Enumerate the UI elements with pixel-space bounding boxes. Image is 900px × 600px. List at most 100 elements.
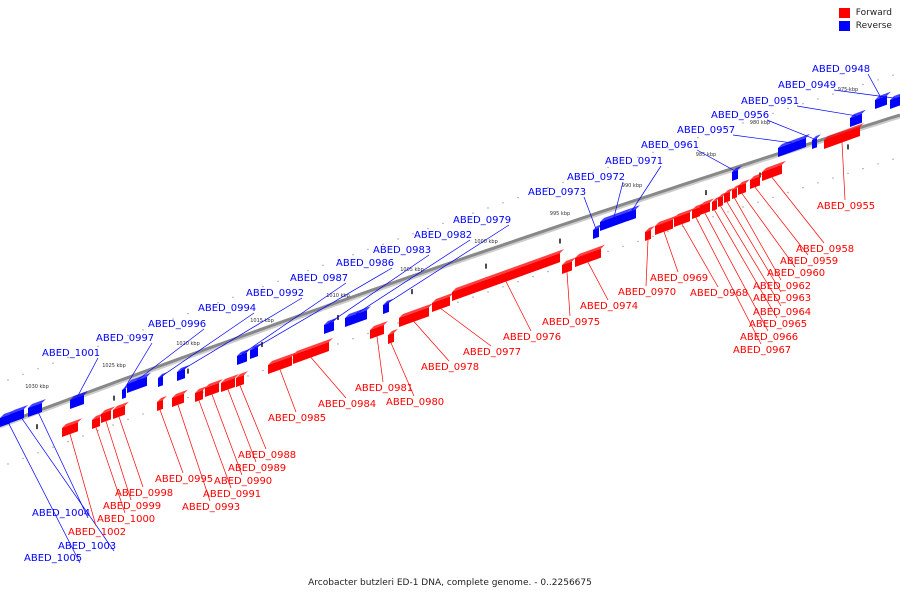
reverse-gene-feature[interactable]	[778, 137, 806, 157]
gene-label[interactable]: ABED_0998	[115, 488, 173, 499]
forward-gene-feature[interactable]	[575, 248, 601, 267]
gene-label[interactable]: ABED_0970	[618, 287, 676, 298]
reverse-gene-feature[interactable]	[0, 414, 10, 427]
gene-label[interactable]: ABED_0962	[753, 281, 811, 292]
gene-label[interactable]: ABED_1005	[24, 553, 82, 564]
forward-gene-feature[interactable]	[388, 332, 394, 344]
forward-gene-feature[interactable]	[293, 342, 329, 364]
gene-label[interactable]: ABED_0956	[711, 110, 769, 121]
forward-gene-feature[interactable]	[824, 127, 860, 149]
gene-label[interactable]: ABED_0977	[463, 347, 521, 358]
gene-label[interactable]: ABED_0973	[528, 187, 586, 198]
forward-gene-feature[interactable]	[92, 417, 100, 429]
forward-gene-feature[interactable]	[157, 399, 163, 411]
gene-label[interactable]: ABED_0992	[246, 288, 304, 299]
gene-label[interactable]: ABED_0961	[641, 140, 699, 151]
forward-gene-feature[interactable]	[370, 324, 384, 339]
gene-label[interactable]: ABED_0974	[580, 301, 638, 312]
forward-gene-feature[interactable]	[674, 212, 690, 227]
gene-label[interactable]: ABED_0985	[268, 413, 326, 424]
gene-label[interactable]: ABED_0967	[733, 345, 791, 356]
gene-label[interactable]: ABED_1003	[58, 541, 116, 552]
reverse-gene-feature[interactable]	[383, 302, 389, 314]
gene-label[interactable]: ABED_0988	[238, 450, 296, 461]
reverse-gene-feature[interactable]	[122, 388, 126, 399]
gene-label[interactable]: ABED_0995	[155, 474, 213, 485]
gene-label[interactable]: ABED_0960	[767, 268, 825, 279]
gene-label[interactable]: ABED_0999	[103, 501, 161, 512]
forward-gene-feature[interactable]	[692, 207, 700, 219]
reverse-gene-feature[interactable]	[850, 113, 862, 127]
reverse-gene-feature[interactable]	[890, 96, 900, 109]
gene-label[interactable]: ABED_0986	[336, 258, 394, 269]
gene-label[interactable]: ABED_0982	[414, 230, 472, 241]
gene-label[interactable]: ABED_0987	[290, 273, 348, 284]
reverse-gene-feature[interactable]	[732, 169, 738, 181]
gene-label[interactable]: ABED_0966	[740, 332, 798, 343]
reverse-gene-feature[interactable]	[345, 310, 367, 327]
gene-label[interactable]: ABED_0948	[812, 64, 870, 75]
gene-label[interactable]: ABED_0980	[386, 397, 444, 408]
forward-gene-feature[interactable]	[562, 261, 572, 274]
reverse-gene-feature[interactable]	[127, 376, 147, 393]
reverse-gene-feature[interactable]	[70, 394, 84, 409]
gene-label[interactable]: ABED_0997	[96, 333, 154, 344]
forward-gene-feature[interactable]	[205, 382, 219, 397]
gene-label[interactable]: ABED_0972	[567, 172, 625, 183]
reverse-gene-feature[interactable]	[875, 95, 887, 109]
forward-gene-feature[interactable]	[62, 422, 78, 437]
forward-gene-feature[interactable]	[452, 253, 560, 301]
gene-label[interactable]: ABED_0958	[796, 244, 854, 255]
forward-gene-feature[interactable]	[712, 200, 717, 211]
gene-label[interactable]: ABED_0994	[198, 303, 256, 314]
forward-gene-feature[interactable]	[750, 176, 760, 189]
reverse-gene-feature[interactable]	[237, 352, 247, 365]
gene-label[interactable]: ABED_0979	[453, 215, 511, 226]
gene-label[interactable]: ABED_0955	[817, 201, 875, 212]
gene-label[interactable]: ABED_1000	[97, 514, 155, 525]
gene-label[interactable]: ABED_0964	[753, 307, 811, 318]
reverse-gene-feature[interactable]	[28, 402, 42, 417]
reverse-gene-feature[interactable]	[812, 138, 817, 149]
gene-label[interactable]: ABED_0990	[214, 476, 272, 487]
gene-label[interactable]: ABED_0996	[148, 319, 206, 330]
forward-gene-feature[interactable]	[718, 196, 723, 207]
gene-label[interactable]: ABED_0978	[421, 362, 479, 373]
forward-gene-feature[interactable]	[236, 375, 244, 387]
forward-gene-feature[interactable]	[655, 219, 673, 235]
reverse-gene-feature[interactable]	[10, 408, 24, 423]
gene-label[interactable]: ABED_0963	[753, 293, 811, 304]
forward-gene-feature[interactable]	[172, 393, 184, 407]
gene-label[interactable]: ABED_0971	[605, 156, 663, 167]
forward-gene-feature[interactable]	[268, 356, 292, 374]
forward-gene-feature[interactable]	[724, 191, 730, 203]
reverse-gene-feature[interactable]	[593, 227, 599, 239]
forward-gene-feature[interactable]	[101, 410, 111, 423]
gene-label[interactable]: ABED_0975	[542, 317, 600, 328]
gene-label[interactable]: ABED_1002	[68, 527, 126, 538]
reverse-gene-feature[interactable]	[177, 369, 185, 381]
reverse-gene-feature[interactable]	[628, 209, 636, 221]
gene-label[interactable]: ABED_0957	[677, 125, 735, 136]
gene-label[interactable]: ABED_0949	[778, 80, 836, 91]
forward-gene-feature[interactable]	[195, 390, 203, 402]
reverse-gene-feature[interactable]	[324, 321, 334, 334]
gene-label[interactable]: ABED_0991	[203, 489, 261, 500]
gene-label[interactable]: ABED_0989	[228, 463, 286, 474]
gene-label[interactable]: ABED_0981	[355, 383, 413, 394]
gene-label[interactable]: ABED_0968	[690, 288, 748, 299]
gene-label[interactable]: ABED_0993	[182, 502, 240, 513]
gene-label[interactable]: ABED_1001	[42, 348, 100, 359]
reverse-gene-feature[interactable]	[158, 376, 163, 387]
gene-label[interactable]: ABED_1004	[32, 508, 90, 519]
forward-gene-feature[interactable]	[762, 164, 782, 181]
gene-label[interactable]: ABED_0965	[749, 319, 807, 330]
gene-label[interactable]: ABED_0969	[650, 273, 708, 284]
forward-gene-feature[interactable]	[732, 188, 737, 199]
gene-label[interactable]: ABED_0951	[741, 96, 799, 107]
gene-label[interactable]: ABED_0976	[503, 332, 561, 343]
reverse-gene-feature[interactable]	[250, 347, 258, 359]
forward-gene-feature[interactable]	[645, 229, 651, 241]
forward-gene-feature[interactable]	[221, 377, 235, 392]
gene-label[interactable]: ABED_0959	[780, 256, 838, 267]
